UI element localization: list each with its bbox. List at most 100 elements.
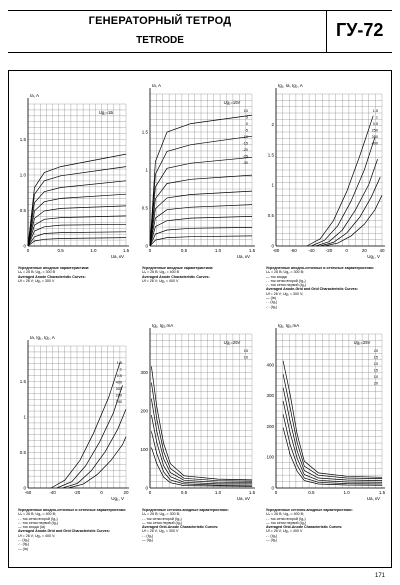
- x-tick-label: -80: [273, 248, 280, 253]
- x-tick-label: 0: [149, 248, 152, 253]
- curve-label: 400: [372, 142, 378, 146]
- curve-label: 250: [372, 129, 378, 133]
- curve-label: 300: [116, 387, 122, 391]
- y-tick-label: 0.5: [20, 208, 27, 213]
- y-axis-label: Ig₁, Ig₂,mA: [152, 323, 173, 328]
- caption-ru-title: Усредненные сеточно-анодные характеристи…: [142, 508, 229, 512]
- x-tick-label: 0.5: [181, 248, 188, 253]
- y-tick-label: 2: [271, 122, 274, 127]
- x-tick-label: 20: [123, 490, 129, 495]
- caption-ru-legend-2: -·- ток сетки первой (Ig₁): [18, 520, 59, 525]
- x-tick-label: -20: [326, 248, 333, 253]
- series-line: [282, 360, 383, 478]
- x-tick-label: 1.5: [249, 248, 256, 253]
- legend-text: ток анода (Ia): [22, 525, 46, 530]
- curve-label: 1: [120, 368, 122, 372]
- x-tick-label: 0.5: [58, 248, 65, 253]
- caption-ru-legend-1: — ток анода: [266, 274, 287, 279]
- curve-label: 10: [244, 356, 248, 360]
- curve-annotation: Ug₁=25V: [224, 340, 241, 345]
- caption-en-title: Averaged Anode Characteristic Curves:: [142, 274, 210, 279]
- header-title-ru: ГЕНЕРАТОРНЫЙ ТЕТРОД: [88, 15, 232, 27]
- header-title-en: TETRODE: [136, 35, 184, 46]
- x-axis-label: Ua, кV: [237, 254, 250, 259]
- y-tick-label: 100: [266, 455, 274, 460]
- x-tick-label: 0: [149, 490, 152, 495]
- x-axis-label: Ua, кV: [111, 254, 124, 259]
- header-divider: [326, 10, 327, 52]
- series-line: [324, 195, 383, 247]
- legend-text: ток сетки первой (Ig₁): [270, 283, 307, 288]
- caption-en-cond: Uf = 26 V; Ug₂ = 300 V: [18, 278, 55, 283]
- caption-en-legend-1: - - (Ig₂): [18, 538, 30, 543]
- series-line: [27, 223, 127, 247]
- y-axis-label: Ig₁, Ig₂,mA: [278, 323, 299, 328]
- series-line: [282, 414, 383, 485]
- series-line: [282, 400, 383, 483]
- curve-annotation: Ug₁=25V: [354, 340, 371, 345]
- series-line: [27, 166, 127, 247]
- curve-annotation: Ug₁=1Б: [99, 110, 114, 115]
- series-line: [62, 408, 127, 489]
- caption-ru-title: Усредненные анодно-сеточные и сеточные х…: [18, 508, 126, 512]
- legend-text: ток сетки первой (Ig₁): [146, 520, 183, 525]
- caption-c1: Усредненные анодные характеристики: Uₙ =…: [18, 266, 89, 283]
- series-line: [151, 431, 252, 486]
- x-tick-label: -60: [290, 248, 297, 253]
- caption-en-title: Averaged Anode-Grid and Grid Characteris…: [266, 287, 358, 292]
- curve-label: 0.5: [117, 374, 122, 378]
- x-tick-label: -40: [308, 248, 315, 253]
- x-tick-label: -40: [49, 490, 56, 495]
- series-line: [315, 158, 378, 247]
- series-line: [27, 180, 127, 247]
- x-tick-label: 1.0: [215, 248, 222, 253]
- y-tick-label: 0: [271, 486, 274, 491]
- y-tick-label: 300: [266, 393, 274, 398]
- x-axis-label: Ug₁, V: [367, 254, 380, 259]
- caption-en-legend-2: - - (Ig₂): [266, 300, 278, 305]
- curve-label: 10: [374, 375, 378, 379]
- series-line: [149, 227, 253, 247]
- series-line: [151, 415, 252, 485]
- legend-text: (Ig₁): [22, 542, 30, 547]
- caption-ru-cond: Uₙ = 26 В; Ug₂ = 400 В;: [266, 512, 304, 517]
- series-line: [27, 193, 127, 247]
- caption-en-cond: Uf = 26 V; Ug₂ = 300 V: [142, 529, 179, 534]
- caption-en-title: Averaged Anode Characteristic Curves:: [18, 274, 86, 279]
- y-axis-label: Ig₁, Ia, Ig₂, A: [278, 83, 303, 88]
- series-line: [306, 115, 374, 247]
- x-axis-label: Ug₁, V: [111, 496, 124, 501]
- x-tick-label: 1.5: [249, 490, 256, 495]
- y-tick-label: 200: [266, 424, 274, 429]
- legend-text: (Ig₂): [270, 300, 278, 305]
- caption-en-legend-3: — (Ia): [18, 546, 28, 551]
- legend-text: ток сетки второй (Ig₂): [270, 516, 306, 521]
- series-line: [56, 385, 123, 489]
- caption-c3: Усредненные анодно-сеточные и сеточные х…: [266, 266, 374, 309]
- caption-ru-cond: Uₙ = 26 В; Ug₂ = 400 В: [142, 270, 179, 275]
- series-line: [151, 447, 253, 487]
- legend-text: (Ig₂): [22, 538, 30, 543]
- caption-en-title: Averaged Grid-Anode Characteristic Curve…: [142, 525, 219, 530]
- page-number: 171: [375, 573, 386, 579]
- caption-ru-legend-3: — ток анода (Ia): [18, 525, 46, 530]
- curve-label: 350: [372, 135, 378, 139]
- chart-grid-anode-300v: Ig₁, Ig₂,mA Ua, кV 0 0.5 1.0 1.5 0 100 200 300 Ug₁…: [140, 323, 256, 501]
- series-line: [149, 216, 253, 247]
- curve-label: 20: [374, 382, 378, 386]
- legend-text: ток сетки второй (Ig₂): [22, 516, 58, 521]
- y-tick-label: 0: [145, 486, 148, 491]
- header-bottom-rule: [8, 52, 392, 53]
- caption-ru-cond: Uₙ = 26 В; Ug₂ = 300 В;: [142, 512, 180, 517]
- legend-text: (Ig₁): [146, 538, 154, 543]
- caption-en-title: Averaged Anode-Grid and Grid Characteris…: [18, 529, 110, 534]
- caption-en-cond: Uf = 26 V; Ug₂ = 300 V;: [266, 291, 304, 296]
- caption-ru-title: Усредненные анодно-сеточные и сеточные х…: [266, 266, 374, 270]
- x-axis-label: Ua, кV: [367, 496, 380, 501]
- curve-label: -10: [243, 135, 249, 139]
- x-tick-label: 0.5: [308, 490, 315, 495]
- y-tick-label: 1.5: [20, 137, 27, 142]
- curve-label: 0: [246, 122, 248, 126]
